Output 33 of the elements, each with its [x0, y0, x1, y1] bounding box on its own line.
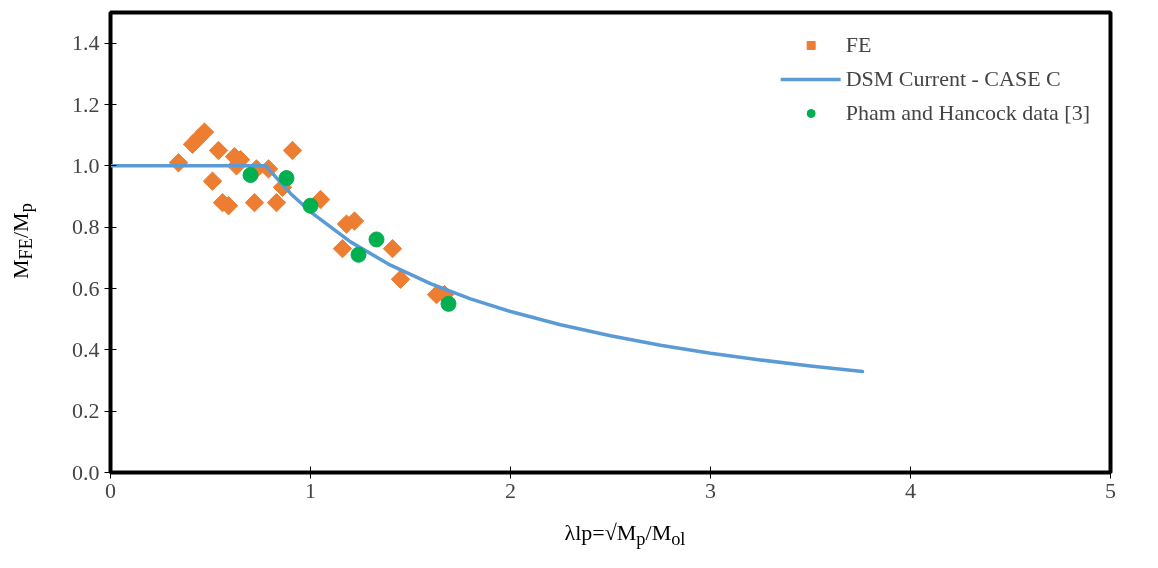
point: [282, 140, 303, 161]
y-tick-label: 1.2: [72, 91, 100, 117]
y-tick-label: 0.8: [72, 214, 100, 240]
point: [440, 295, 457, 312]
point: [390, 269, 411, 289]
point: [194, 122, 215, 142]
y-tick-label: 1.4: [72, 30, 100, 56]
point: [302, 197, 319, 214]
legend-label: FE: [845, 32, 872, 58]
point: [382, 238, 403, 259]
x-tick-label: 2: [505, 477, 516, 503]
x-axis-title: λlp=√M$_{p}$/M$_{ol}$: [564, 519, 686, 552]
y-tick-label: 0.4: [72, 336, 100, 362]
y-tick-label: 1.0: [72, 152, 100, 178]
point: [244, 192, 265, 213]
point: [350, 246, 367, 263]
x-tick-label: 3: [705, 477, 716, 503]
x-tick-label: 1: [305, 477, 316, 503]
y-tick-label: 0.2: [72, 398, 100, 424]
point: [278, 170, 295, 187]
y-tick-label: 0.6: [72, 275, 100, 301]
point: [332, 238, 353, 259]
x-tick-label: 0: [105, 477, 116, 503]
point: [202, 171, 223, 191]
legend-label: DSM Current - CASE C: [845, 66, 1061, 92]
point: [266, 192, 287, 213]
x-tick-label: 4: [905, 477, 916, 503]
point: [368, 231, 385, 248]
x-tick-label: 5: [1105, 477, 1116, 503]
y-tick-label: 0.0: [72, 459, 100, 485]
point: [208, 140, 229, 161]
point: [242, 167, 259, 184]
legend-label: Pham and Hancock data [3]: [845, 100, 1090, 126]
